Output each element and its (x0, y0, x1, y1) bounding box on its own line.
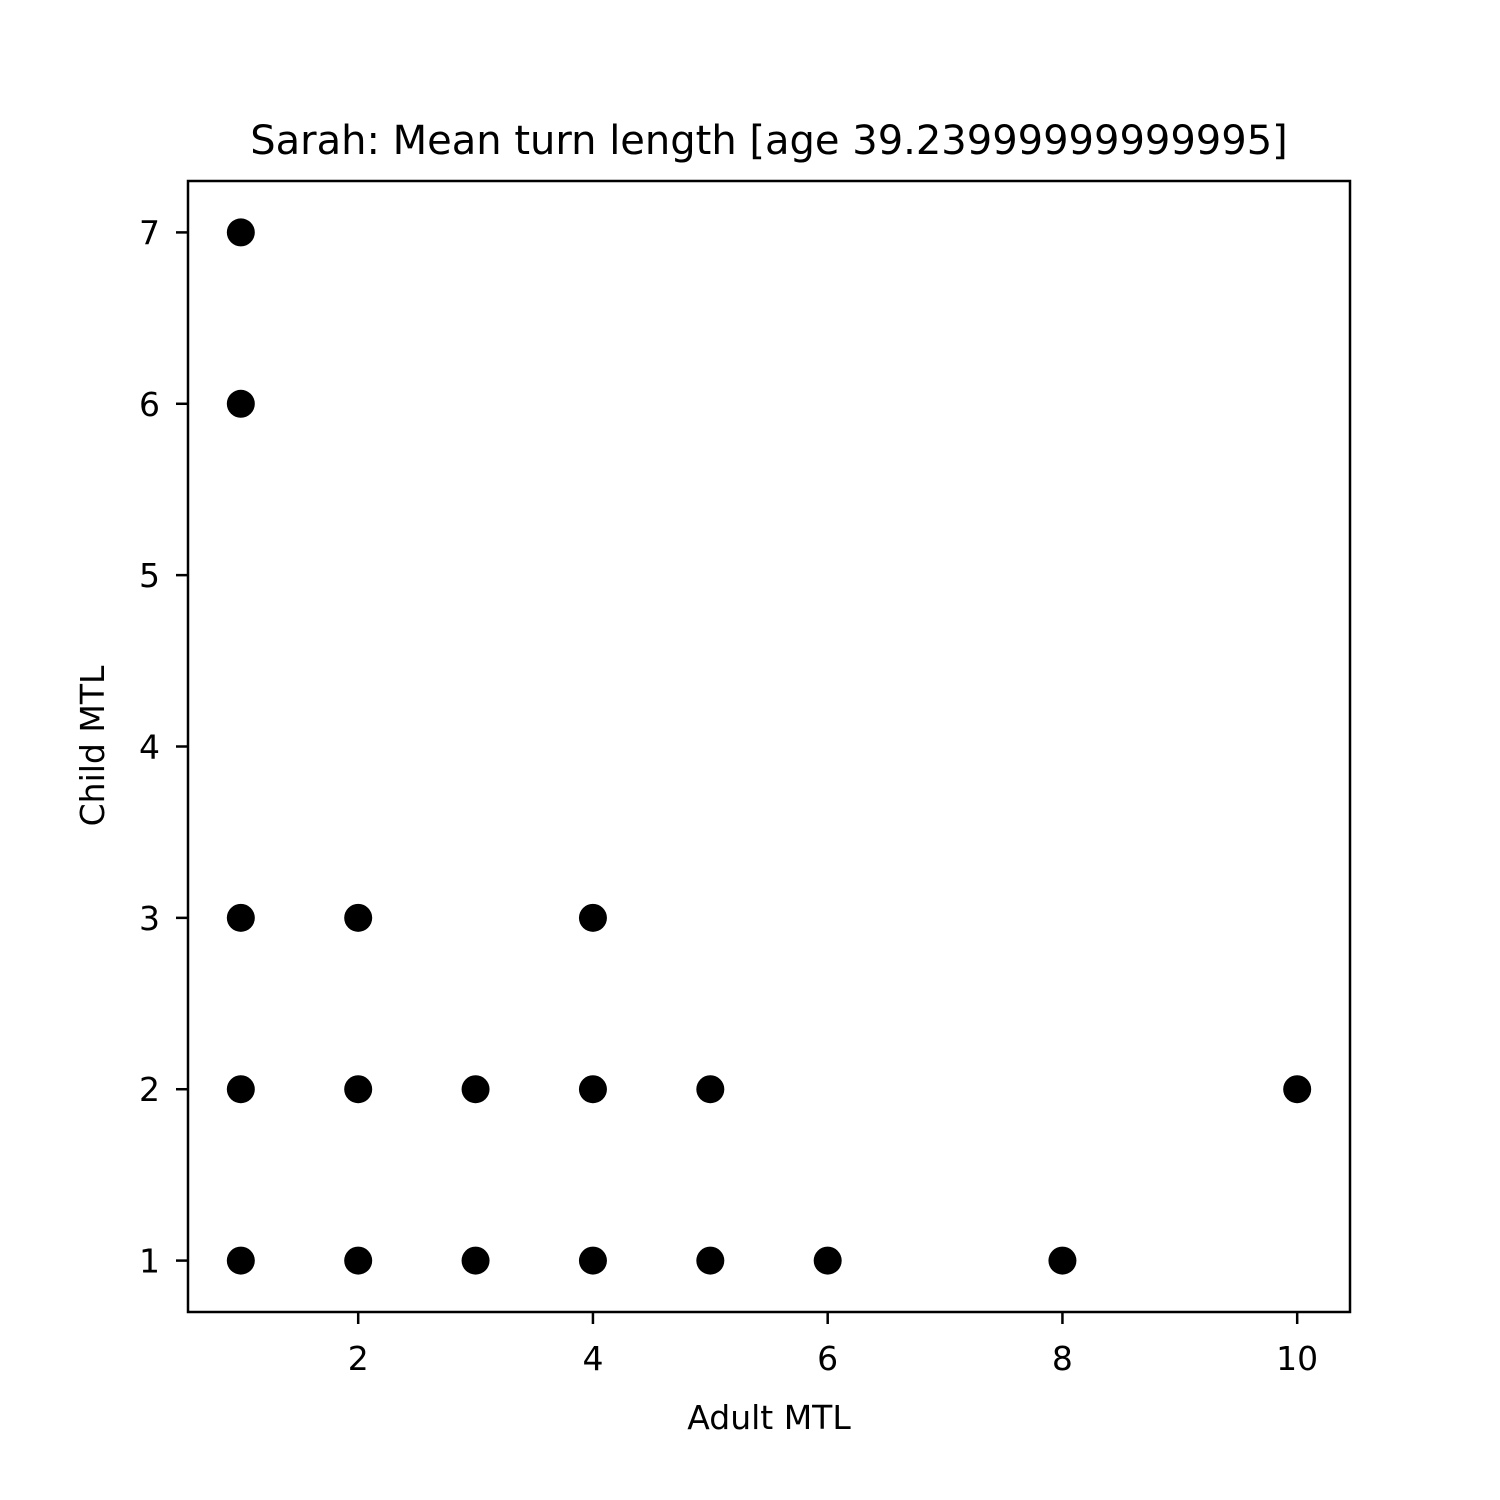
y-tick-label: 2 (139, 1070, 160, 1109)
x-axis-label: Adult MTL (687, 1398, 851, 1437)
x-tick-label: 8 (1052, 1339, 1073, 1378)
y-tick-label: 4 (139, 728, 160, 767)
y-axis-ticks: 1 2 3 4 5 6 7 (139, 213, 188, 1281)
data-point (226, 1075, 255, 1104)
y-tick-label: 3 (139, 899, 160, 938)
data-point (696, 1075, 725, 1104)
data-point (344, 903, 373, 932)
data-point (1283, 1075, 1312, 1104)
data-point (226, 218, 255, 247)
x-axis-ticks: 2 4 6 8 10 (348, 1312, 1318, 1378)
data-point (813, 1246, 842, 1275)
data-point (578, 903, 607, 932)
chart-title: Sarah: Mean turn length [age 39.23999999… (250, 118, 1288, 164)
data-point (226, 1246, 255, 1275)
x-tick-label: 10 (1276, 1339, 1318, 1378)
y-axis-label: Child MTL (73, 665, 112, 826)
y-tick-label: 1 (139, 1242, 160, 1281)
x-tick-label: 2 (348, 1339, 369, 1378)
points-layer (226, 218, 1312, 1275)
data-point (226, 903, 255, 932)
x-tick-label: 6 (817, 1339, 838, 1378)
data-point (1048, 1246, 1077, 1275)
data-point (344, 1075, 373, 1104)
data-point (578, 1075, 607, 1104)
data-point (461, 1246, 490, 1275)
data-point (344, 1246, 373, 1275)
data-point (578, 1246, 607, 1275)
x-tick-label: 4 (582, 1339, 603, 1378)
data-point (461, 1075, 490, 1104)
y-tick-label: 5 (139, 556, 160, 595)
y-tick-label: 7 (139, 213, 160, 252)
data-point (226, 389, 255, 418)
data-point (696, 1246, 725, 1275)
y-tick-label: 6 (139, 385, 160, 424)
